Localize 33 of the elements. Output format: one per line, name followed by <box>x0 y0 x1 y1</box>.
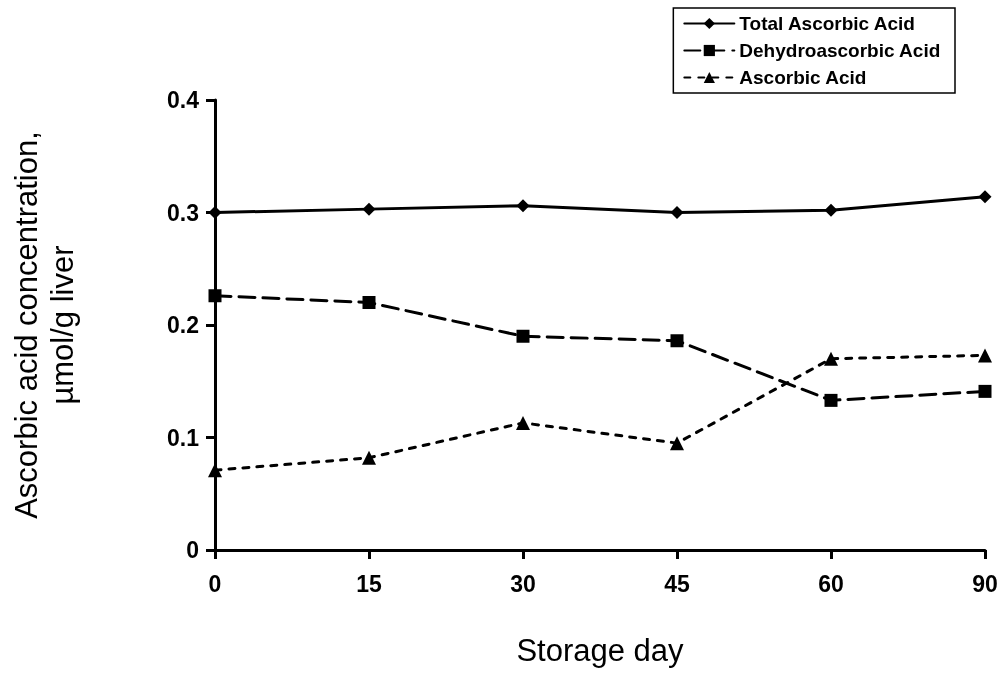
point <box>670 206 684 219</box>
point <box>824 393 838 407</box>
point <box>362 296 376 309</box>
point <box>670 334 684 348</box>
y-tick-label: 0.3 <box>167 199 199 226</box>
point <box>670 436 684 451</box>
x-tick-label: 45 <box>664 570 690 597</box>
legend-label: Total Ascorbic Acid <box>739 13 915 34</box>
legend-label: Dehydroascorbic Acid <box>739 40 941 61</box>
x-axis-title: Storage day <box>516 633 685 668</box>
x-tick-label: 90 <box>972 570 998 597</box>
y-tick-label: 0 <box>186 537 199 563</box>
y-tick-label: 0.1 <box>167 424 200 451</box>
point <box>516 415 530 430</box>
point <box>978 348 992 363</box>
point <box>362 202 376 216</box>
x-tick-label: 15 <box>356 570 382 597</box>
point <box>978 384 992 398</box>
point <box>362 450 376 465</box>
y-tick-label: 0.2 <box>167 312 199 338</box>
point <box>824 351 838 366</box>
x-tick-label: 0 <box>208 570 222 597</box>
point <box>516 329 530 343</box>
y-axis-title: Ascorbic acid concentration, µmol/g liver <box>8 131 80 519</box>
x-tick-label: 60 <box>818 570 844 597</box>
point <box>516 199 530 213</box>
point <box>208 289 222 303</box>
legend-label: Ascorbic Acid <box>739 67 867 88</box>
point <box>208 463 222 478</box>
point <box>824 203 838 217</box>
x-tick-label: 30 <box>510 570 536 597</box>
y-tick-label: 0.4 <box>167 87 200 113</box>
point <box>978 190 992 204</box>
